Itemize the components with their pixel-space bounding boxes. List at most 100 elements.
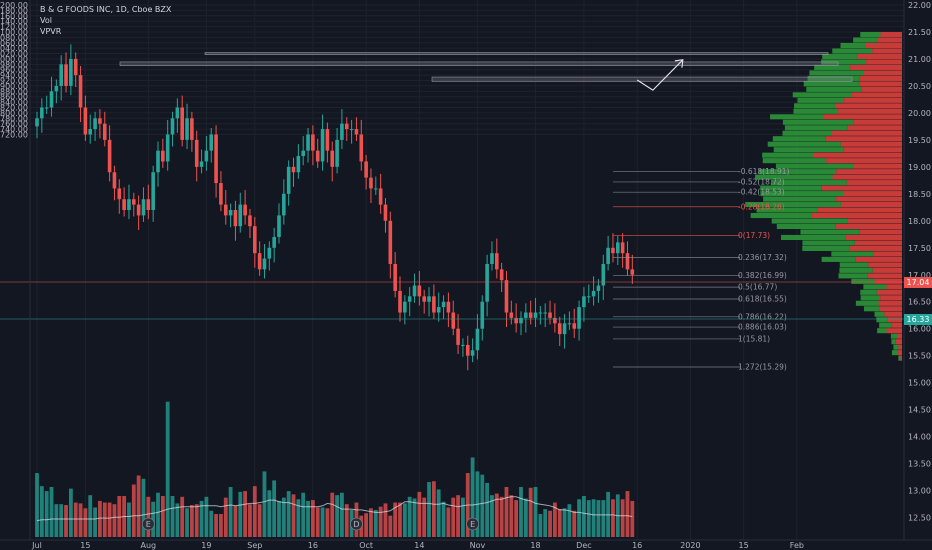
fib-label: 1(15.81) xyxy=(738,334,770,343)
time-axis[interactable]: Jul 15 Aug 19 Sep 16 Oct 14 Nov 18 Dec 16 2020 15 Feb xyxy=(31,541,804,550)
candle-body xyxy=(146,199,151,211)
candle-body xyxy=(180,107,184,140)
profile-up-bar xyxy=(784,125,848,131)
profile-up-bar xyxy=(821,59,867,65)
profile-up-bar xyxy=(802,245,850,251)
right-tick-label: 18.50 xyxy=(908,190,931,199)
candle-body xyxy=(44,107,49,109)
right-tick-label: 14.00 xyxy=(908,433,931,442)
left-tick-label: 2980.00 xyxy=(0,60,28,69)
volume-bar xyxy=(68,488,73,537)
profile-down-bar xyxy=(856,53,902,59)
profile-down-bar xyxy=(840,202,902,208)
profile-down-bar xyxy=(887,317,902,323)
volume-bar xyxy=(373,509,378,537)
candle-body xyxy=(364,161,368,178)
volume-bar xyxy=(35,473,39,537)
vpvr-indicator-label[interactable]: VPVR xyxy=(40,27,62,36)
profile-down-bar xyxy=(843,147,902,153)
candle-body xyxy=(69,58,73,86)
profile-up-bar xyxy=(890,333,897,339)
volume-indicator-label[interactable]: Vol xyxy=(40,16,52,25)
candle-body xyxy=(73,58,78,76)
profile-down-bar xyxy=(832,174,902,180)
profile-up-bar xyxy=(760,191,844,197)
candle-body xyxy=(591,290,596,297)
volume-bar xyxy=(54,504,59,537)
volume-ma-line xyxy=(36,496,633,522)
volume-bar xyxy=(528,487,533,537)
volume-bar xyxy=(233,505,238,537)
candle-body xyxy=(548,312,552,318)
left-tick-label: 3180.00 xyxy=(0,6,28,15)
profile-down-bar xyxy=(849,245,902,251)
candle-body xyxy=(524,312,528,318)
right-tick-label: 16.00 xyxy=(908,325,931,334)
projection-path xyxy=(636,59,684,91)
time-tick-label: 16 xyxy=(632,541,642,550)
left-price-axis[interactable]: 3200.003180.003160.003140.003120.003100.… xyxy=(0,1,28,139)
candle-body xyxy=(335,139,339,167)
right-tick-label: 12.50 xyxy=(908,514,931,523)
right-tick-label: 19.50 xyxy=(908,136,931,145)
volume-bar xyxy=(291,494,296,537)
volume-bar xyxy=(112,504,117,537)
volume-bar xyxy=(470,457,475,537)
volume-bar xyxy=(98,500,102,537)
fib-label: 0(17.73) xyxy=(738,231,770,240)
left-tick-label: 3160.00 xyxy=(0,12,28,21)
profile-down-bar xyxy=(840,141,902,147)
candle-body xyxy=(243,204,247,216)
profile-down-bar xyxy=(850,64,902,70)
profile-up-bar xyxy=(794,103,835,109)
event-marker xyxy=(466,517,480,531)
event-marker-label: E xyxy=(146,520,151,529)
volume-bar xyxy=(485,482,490,537)
volume-bar xyxy=(73,502,78,537)
profile-down-bar xyxy=(811,212,902,219)
volume-bar xyxy=(552,502,557,537)
candle-body xyxy=(485,263,489,302)
candle-body xyxy=(107,139,112,173)
candle-body xyxy=(248,215,252,227)
candle-body xyxy=(538,312,543,314)
price-zone xyxy=(431,76,853,82)
volume-bar xyxy=(407,496,412,537)
candle-body xyxy=(35,118,39,127)
volume-bar xyxy=(611,499,615,537)
volume-bar xyxy=(223,497,228,537)
profile-up-bar xyxy=(821,256,856,262)
right-tick-label: 18.00 xyxy=(908,217,931,226)
left-tick-label: 3020.00 xyxy=(0,50,28,59)
profile-down-bar xyxy=(817,207,902,213)
candle-body xyxy=(156,150,160,173)
volume-bar xyxy=(422,497,427,537)
volume-bar xyxy=(136,475,141,537)
candle-body xyxy=(185,118,189,140)
candle-body xyxy=(441,301,446,308)
volume-bar xyxy=(93,507,97,537)
candle-body xyxy=(388,220,393,264)
left-tick-label: 3080.00 xyxy=(0,33,28,42)
candle-body xyxy=(432,296,436,313)
fib-label: 0.886(16.03) xyxy=(738,323,787,332)
volume-bar xyxy=(107,502,112,537)
profile-up-bar xyxy=(773,147,844,153)
left-tick-label: 2820.00 xyxy=(0,104,28,113)
profile-down-bar xyxy=(898,344,902,350)
profile-up-bar xyxy=(840,42,865,49)
time-tick-label: 18 xyxy=(530,541,540,550)
event-marker xyxy=(141,517,155,531)
right-price-axis[interactable]: 22.00 21.50 21.00 20.50 20.00 19.50 19.00 18.50… xyxy=(908,1,931,523)
volume-bar xyxy=(451,497,456,537)
volume-bar xyxy=(310,500,315,537)
fib-label: 0.618(16.55) xyxy=(738,295,787,304)
profile-up-bar xyxy=(809,70,864,76)
volume-bar xyxy=(64,505,68,537)
candle-body xyxy=(151,172,155,211)
symbol-title[interactable]: B & G FOODS INC, 1D, Cboe BZX xyxy=(40,5,172,14)
volume-bar xyxy=(427,482,431,537)
profile-down-bar xyxy=(886,328,902,334)
left-tick-label: 2920.00 xyxy=(0,77,28,86)
